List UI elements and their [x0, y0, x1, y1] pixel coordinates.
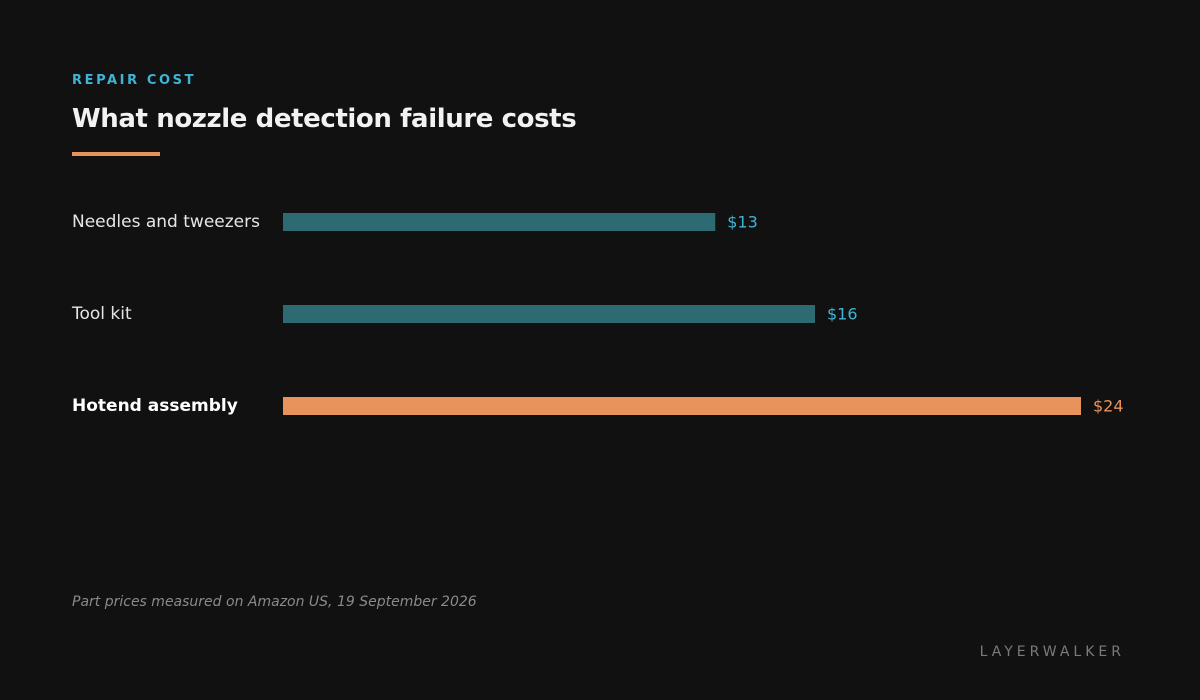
- category-label: Tool kit: [71, 304, 132, 324]
- category-label: Hotend assembly: [72, 396, 238, 416]
- title-accent-rule: [72, 152, 160, 156]
- value-label: $13: [727, 213, 758, 232]
- bar: [283, 397, 1081, 415]
- bar: [283, 213, 716, 231]
- value-label: $16: [827, 305, 858, 324]
- category-label: Needles and tweezers: [72, 212, 260, 232]
- chart-eyebrow: REPAIR COST: [72, 73, 197, 88]
- bar: [283, 305, 815, 323]
- brand-wordmark: LAYERWALKER: [979, 644, 1125, 660]
- chart-title: What nozzle detection failure costs: [72, 104, 577, 134]
- source-footnote: Part prices measured on Amazon US, 19 Se…: [72, 594, 477, 610]
- value-label: $24: [1093, 397, 1124, 416]
